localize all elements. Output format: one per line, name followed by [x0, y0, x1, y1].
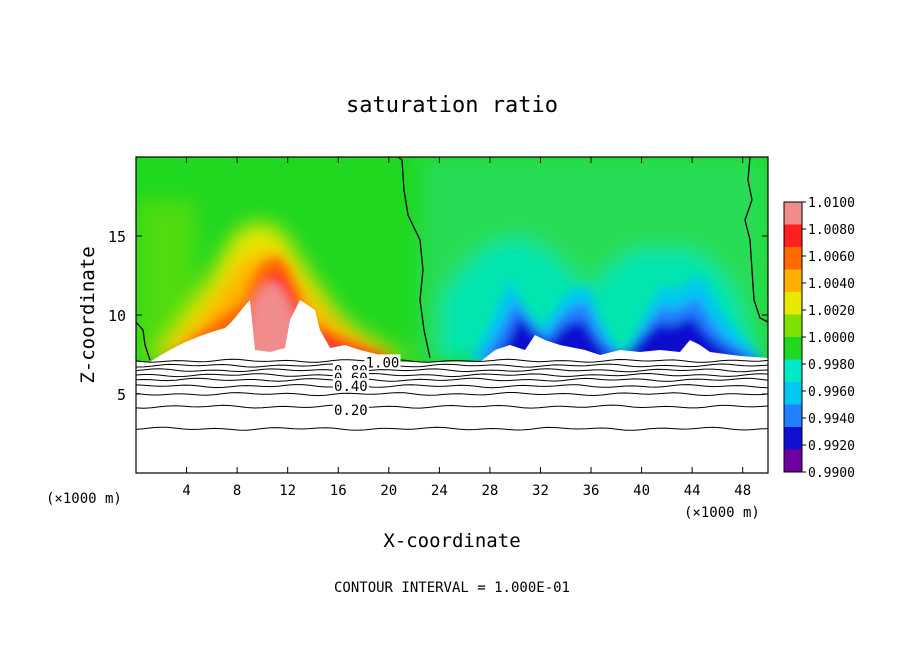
colorbar-swatch [784, 337, 802, 360]
colorbar-swatch [784, 292, 802, 315]
colorbar-swatch [784, 202, 802, 225]
colorbar-label: 1.0040 [808, 277, 855, 292]
x-tick-label: 24 [431, 483, 448, 499]
x-tick-label: 48 [734, 483, 751, 499]
x-tick-label: 4 [182, 483, 190, 499]
colorbar-label: 0.9980 [808, 358, 855, 373]
contour-label: 1.00 [366, 355, 400, 371]
contour-line [135, 377, 769, 382]
chart-title: saturation ratio [346, 93, 558, 118]
colorbar-label: 0.9960 [808, 385, 855, 400]
contour-line [135, 363, 769, 368]
colorbar-swatch [784, 404, 802, 428]
y-tick-label: 5 [117, 386, 126, 404]
x-tick-label: 40 [633, 483, 650, 499]
colorbar-label: 0.9900 [808, 466, 855, 481]
x-tick-label: 16 [330, 483, 347, 499]
contour-interval-note: CONTOUR INTERVAL = 1.000E-01 [334, 580, 570, 596]
contour-label: 0.40 [334, 379, 368, 395]
colorbar-swatch [784, 427, 802, 450]
colorbar-label: 1.0100 [808, 196, 855, 211]
contour-1-right [744, 157, 768, 323]
contour-line [135, 384, 769, 389]
contour-labels: 1.000.800.600.400.20 [332, 354, 401, 419]
x-tick-label: 12 [279, 483, 296, 499]
x-tick-label: 44 [684, 483, 701, 499]
contour-1-left [397, 157, 431, 359]
colorbar-label: 1.0020 [808, 304, 855, 319]
colorbar-swatch [784, 359, 802, 383]
colorbar-swatch [784, 382, 802, 405]
x-tick-label: 32 [532, 483, 549, 499]
contour-1-edge [136, 321, 151, 361]
colorbar-label: 1.0000 [808, 331, 855, 346]
colorbar: 1.0100 1.0080 1.0060 1.0040 1.0020 1.0000 0.99… [783, 196, 855, 481]
x-tick-label: 8 [233, 483, 241, 499]
x-axis-label: X-coordinate [383, 530, 520, 552]
x-axis-ticks: 4 8 12 16 20 24 28 32 36 40 44 48 [182, 157, 751, 499]
colorbar-swatch [784, 314, 802, 338]
colorbar-swatch [784, 269, 802, 293]
contour-label-bg [364, 354, 401, 369]
heatmap-field [136, 157, 768, 473]
x-tick-label: 28 [481, 483, 498, 499]
contour-label: 0.20 [334, 403, 368, 419]
contour-label-bg [332, 378, 369, 393]
y-axis-ticks: 5 10 15 [108, 228, 768, 404]
colorbar-label: 0.9940 [808, 412, 855, 427]
colorbar-label: 0.9920 [808, 439, 855, 454]
colorbar-swatch [784, 247, 802, 270]
contour-line [135, 404, 769, 409]
contour-line [135, 358, 769, 363]
x-unit-right: (×1000 m) [684, 505, 760, 521]
contour-line [135, 368, 769, 373]
x-tick-label: 20 [380, 483, 397, 499]
contour-label-bg [332, 401, 369, 416]
y-axis-label: Z-coordinate [77, 246, 99, 383]
colorbar-label: 1.0060 [808, 250, 855, 265]
colorbar-swatch [784, 449, 802, 473]
contour-lines [135, 358, 769, 431]
colorbar-swatch [784, 224, 802, 248]
y-tick-label: 10 [108, 307, 126, 325]
contour-line [135, 426, 769, 431]
y-tick-label: 15 [108, 228, 126, 246]
contour-line [135, 392, 769, 397]
x-unit-left: (×1000 m) [46, 491, 122, 507]
x-tick-label: 36 [583, 483, 600, 499]
contour-line [135, 372, 769, 378]
colorbar-label: 1.0080 [808, 223, 855, 238]
